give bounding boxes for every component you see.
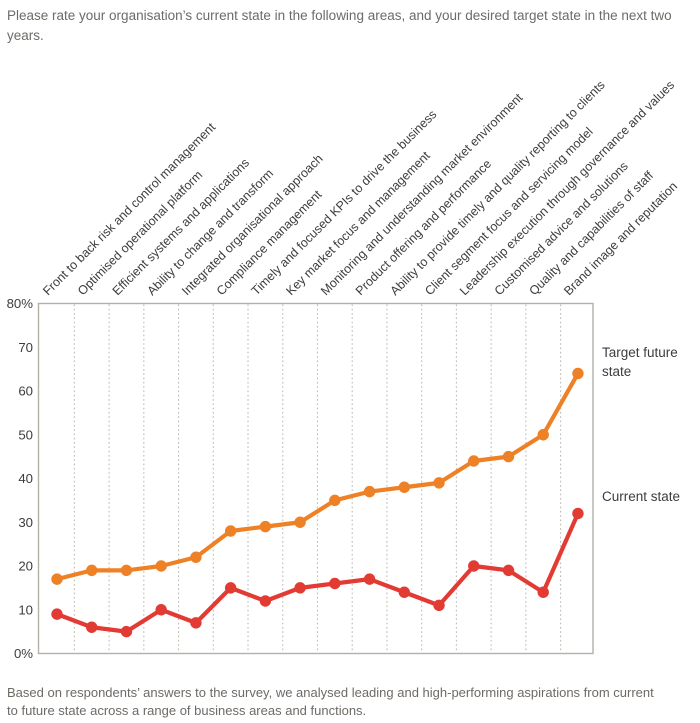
y-tick-label: 70 xyxy=(18,340,33,355)
data-point-target xyxy=(155,560,167,572)
y-tick-label: 60 xyxy=(18,384,33,399)
data-point-target xyxy=(294,516,306,528)
footer-note: Based on respondents’ answers to the sur… xyxy=(7,685,654,719)
data-point-current xyxy=(86,621,98,633)
category-label: Ability to change and transform xyxy=(144,166,276,298)
data-point-current xyxy=(572,507,584,520)
data-point-current xyxy=(537,586,549,598)
data-point-target xyxy=(86,564,98,577)
survey-question-title: Please rate your organisation’s current … xyxy=(7,8,672,43)
data-point-current xyxy=(398,586,410,598)
y-tick-label: 10 xyxy=(18,602,33,617)
y-tick-label: 20 xyxy=(18,559,33,574)
data-point-current xyxy=(259,595,272,607)
data-point-current xyxy=(502,564,515,577)
y-tick-label: 80% xyxy=(7,296,34,311)
data-point-target xyxy=(224,525,237,537)
y-tick-label: 30 xyxy=(18,515,33,530)
legend-current-state: Current state xyxy=(602,489,681,504)
data-point-target xyxy=(468,455,480,467)
data-point-current xyxy=(468,560,480,572)
data-point-target xyxy=(433,477,445,489)
data-point-target xyxy=(259,520,272,533)
series-line-current xyxy=(54,511,581,634)
data-point-current xyxy=(190,617,202,629)
plot-border xyxy=(37,302,594,655)
data-point-target xyxy=(363,485,376,498)
data-point-current xyxy=(120,625,133,638)
data-point-current xyxy=(433,599,445,612)
legend-target-future-state: Target future state xyxy=(602,345,678,379)
data-point-current xyxy=(224,582,237,594)
data-point-current xyxy=(329,577,341,590)
data-point-target xyxy=(51,573,63,585)
data-point-target xyxy=(190,551,202,563)
y-tick-label: 40 xyxy=(18,471,33,486)
y-tick-label: 50 xyxy=(18,427,33,442)
data-point-target xyxy=(120,564,133,577)
data-point-current xyxy=(294,582,306,594)
series-line-target xyxy=(54,371,581,582)
data-point-target xyxy=(502,450,515,463)
data-point-target xyxy=(537,429,549,441)
data-point-current xyxy=(363,573,376,585)
data-point-target xyxy=(572,367,584,380)
data-point-target xyxy=(398,481,410,493)
data-point-current xyxy=(51,608,63,620)
data-point-target xyxy=(329,494,341,507)
y-tick-label: 0% xyxy=(14,646,33,661)
data-point-current xyxy=(155,604,167,616)
